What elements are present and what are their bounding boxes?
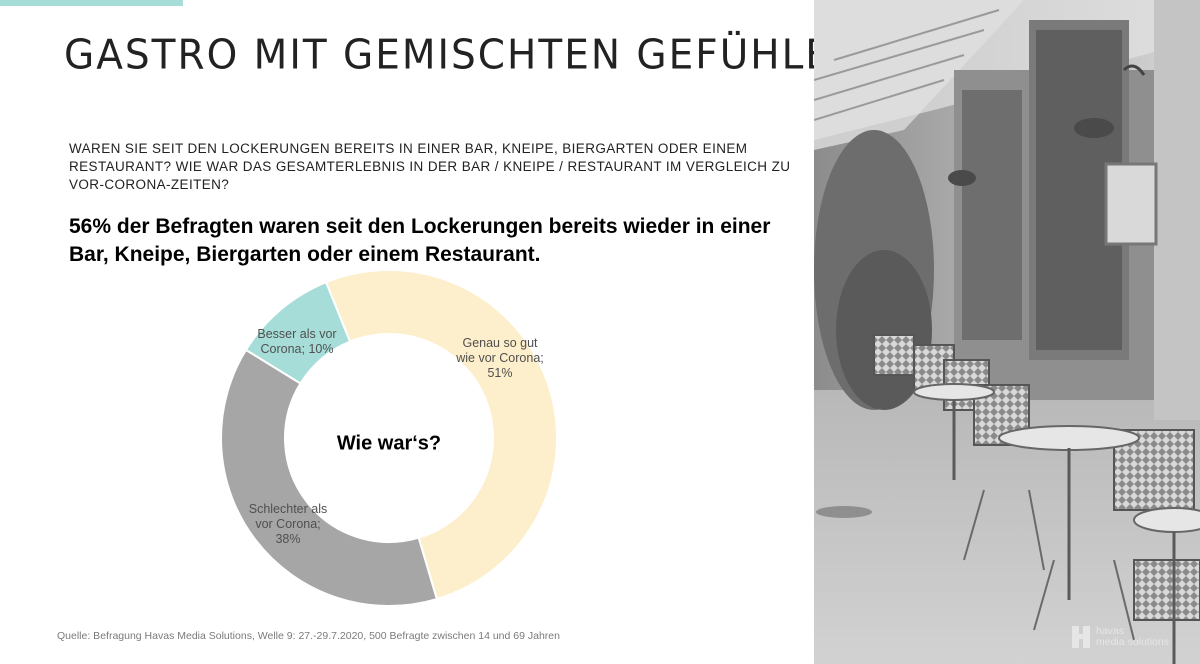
slide-title: GASTRO MIT GEMISCHTEN GEFÜHLEN bbox=[64, 31, 864, 80]
slice-label-0: Genau so gut wie vor Corona; 51% bbox=[455, 336, 544, 380]
donut-slice-1 bbox=[220, 348, 439, 607]
cafe-terrace-photo bbox=[814, 0, 1200, 664]
donut-slices bbox=[220, 269, 558, 607]
slice-label-line: Schlechter als bbox=[249, 502, 328, 516]
logo-line-1: havas bbox=[1096, 625, 1125, 637]
logo-line-2: media solutions bbox=[1096, 636, 1169, 648]
havas-logo-icon bbox=[1072, 626, 1090, 648]
havas-logo: havas media solutions bbox=[1072, 626, 1169, 648]
donut-slice-0 bbox=[324, 269, 558, 601]
slice-labels: Genau so gut wie vor Corona; 51% Schlechter… bbox=[249, 327, 544, 546]
source-note: Quelle: Befragung Havas Media Solutions,… bbox=[57, 630, 560, 642]
survey-question: WAREN SIE SEIT DEN LOCKERUNGEN BEREITS I… bbox=[69, 141, 791, 192]
accent-bar bbox=[0, 0, 183, 6]
slice-label-2: Besser als vor Corona; 10% bbox=[257, 327, 336, 356]
donut-center-label: Wie war‘s? bbox=[337, 432, 441, 454]
slice-label-1: Schlechter als vor Corona; 38% bbox=[249, 502, 328, 546]
slice-label-line: Genau so gut bbox=[462, 336, 538, 350]
slice-label-line: Corona; 10% bbox=[261, 342, 334, 356]
slice-label-line: wie vor Corona; bbox=[455, 351, 544, 365]
slice-label-line: vor Corona; bbox=[255, 517, 320, 531]
key-finding-headline: 56% der Befragten waren seit den Lockeru… bbox=[69, 215, 771, 266]
slice-label-line: Besser als vor bbox=[257, 327, 336, 341]
slice-label-line: 51% bbox=[487, 366, 512, 380]
donut-slice-2 bbox=[244, 280, 352, 385]
donut-chart: Genau so gut wie vor Corona; 51% Schlechter… bbox=[220, 269, 558, 607]
slice-label-line: 38% bbox=[275, 532, 300, 546]
